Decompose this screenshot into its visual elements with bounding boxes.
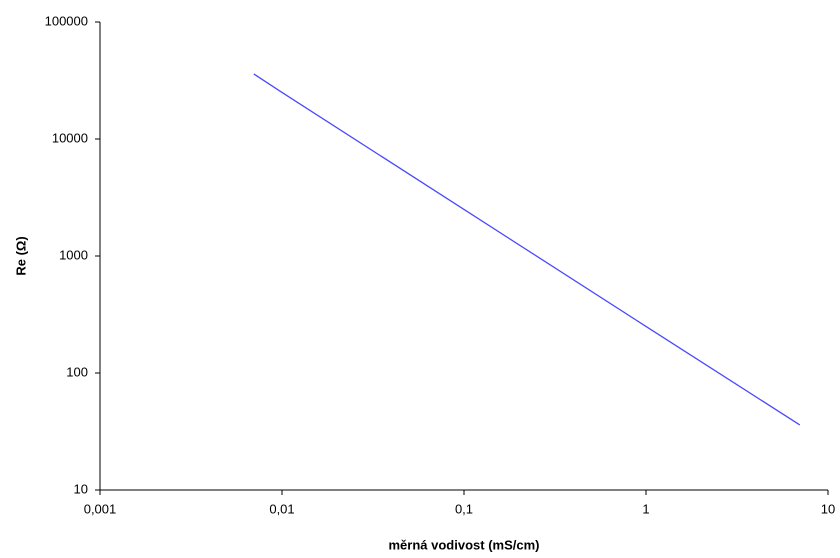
y-axis-title: Re (Ω) — [13, 236, 28, 275]
x-tick-label: 10 — [821, 501, 835, 516]
y-tick-label: 100000 — [45, 13, 88, 28]
y-tick-label: 10000 — [52, 130, 88, 145]
x-axis-title: měrná vodivost (mS/cm) — [389, 537, 540, 552]
x-tick-label: 0,001 — [84, 501, 117, 516]
data-line — [253, 73, 801, 426]
y-tick-label: 1000 — [59, 247, 88, 262]
y-tick-label: 10 — [74, 481, 88, 496]
x-tick-label: 0,1 — [455, 501, 473, 516]
y-tick-label: 100 — [66, 364, 88, 379]
x-tick-label: 0,01 — [269, 501, 294, 516]
x-tick-label: 1 — [642, 501, 649, 516]
